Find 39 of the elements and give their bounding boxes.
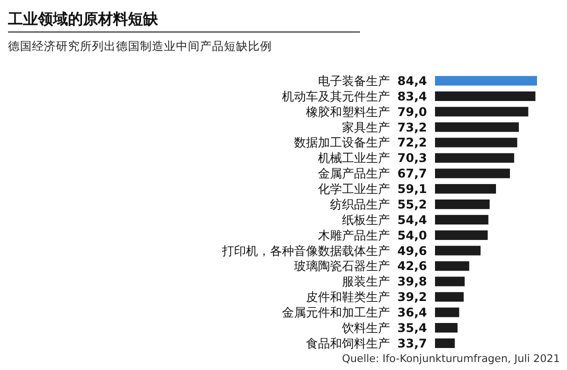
data-label: 39,8 <box>397 274 427 289</box>
y-tick-label: 机械工业生产 <box>318 151 390 166</box>
data-label: 42,6 <box>397 259 427 274</box>
y-tick-label: 金属产品生产 <box>318 166 390 181</box>
data-label: 70,3 <box>397 151 427 166</box>
data-label: 83,4 <box>397 89 427 104</box>
y-tick-label: 橡胶和塑料生产 <box>306 104 390 119</box>
y-tick-label: 化学工业生产 <box>318 182 390 196</box>
data-label: 79,0 <box>397 104 427 119</box>
data-label: 36,4 <box>397 306 427 320</box>
y-tick-label: 数据加工设备生产 <box>294 136 390 150</box>
data-label: 33,7 <box>397 336 427 350</box>
y-tick-label: 金属元件和加工生产 <box>282 306 390 320</box>
text: 德国经济研究所列出德国制造业中间产品短缺比例 <box>8 39 272 53</box>
y-tick-label: 皮件和鞋类生产 <box>306 290 390 304</box>
y-tick-label: 食品和饲料生产 <box>306 336 390 350</box>
y-tick-label: 机动车及其元件生产 <box>282 89 390 104</box>
y-tick-label: 纸板生产 <box>342 212 390 227</box>
data-label: 84,4 <box>397 74 427 88</box>
data-label: 67,7 <box>397 166 427 181</box>
data-label: 73,2 <box>397 120 427 134</box>
data-label: 35,4 <box>397 320 427 335</box>
y-tick-label: 服装生产 <box>342 274 390 289</box>
data-label: 49,6 <box>397 244 427 258</box>
data-label: 54,0 <box>397 228 427 242</box>
y-tick-label: 玻璃陶瓷石器生产 <box>294 259 390 274</box>
y-tick-label: 纺织品生产 <box>330 197 390 212</box>
data-label: 55,2 <box>397 197 427 212</box>
data-label: 54,4 <box>397 212 427 227</box>
source-note: Quelle: Ifo-Konjunkturumfragen, Juli 2021 <box>342 353 560 365</box>
data-label: 59,1 <box>397 182 427 196</box>
y-tick-label: 打印机，各种音像数据载体生产 <box>221 244 390 258</box>
y-tick-label: 电子装备生产 <box>318 74 390 88</box>
data-label: 39,2 <box>397 290 427 304</box>
text: 工业领域的原材料短缺 <box>7 10 159 28</box>
data-label: 72,2 <box>397 136 427 150</box>
y-tick-label: 家具生产 <box>342 120 390 134</box>
y-tick-label: 饮料生产 <box>341 320 390 335</box>
y-tick-label: 木雕产品生产 <box>318 228 390 242</box>
